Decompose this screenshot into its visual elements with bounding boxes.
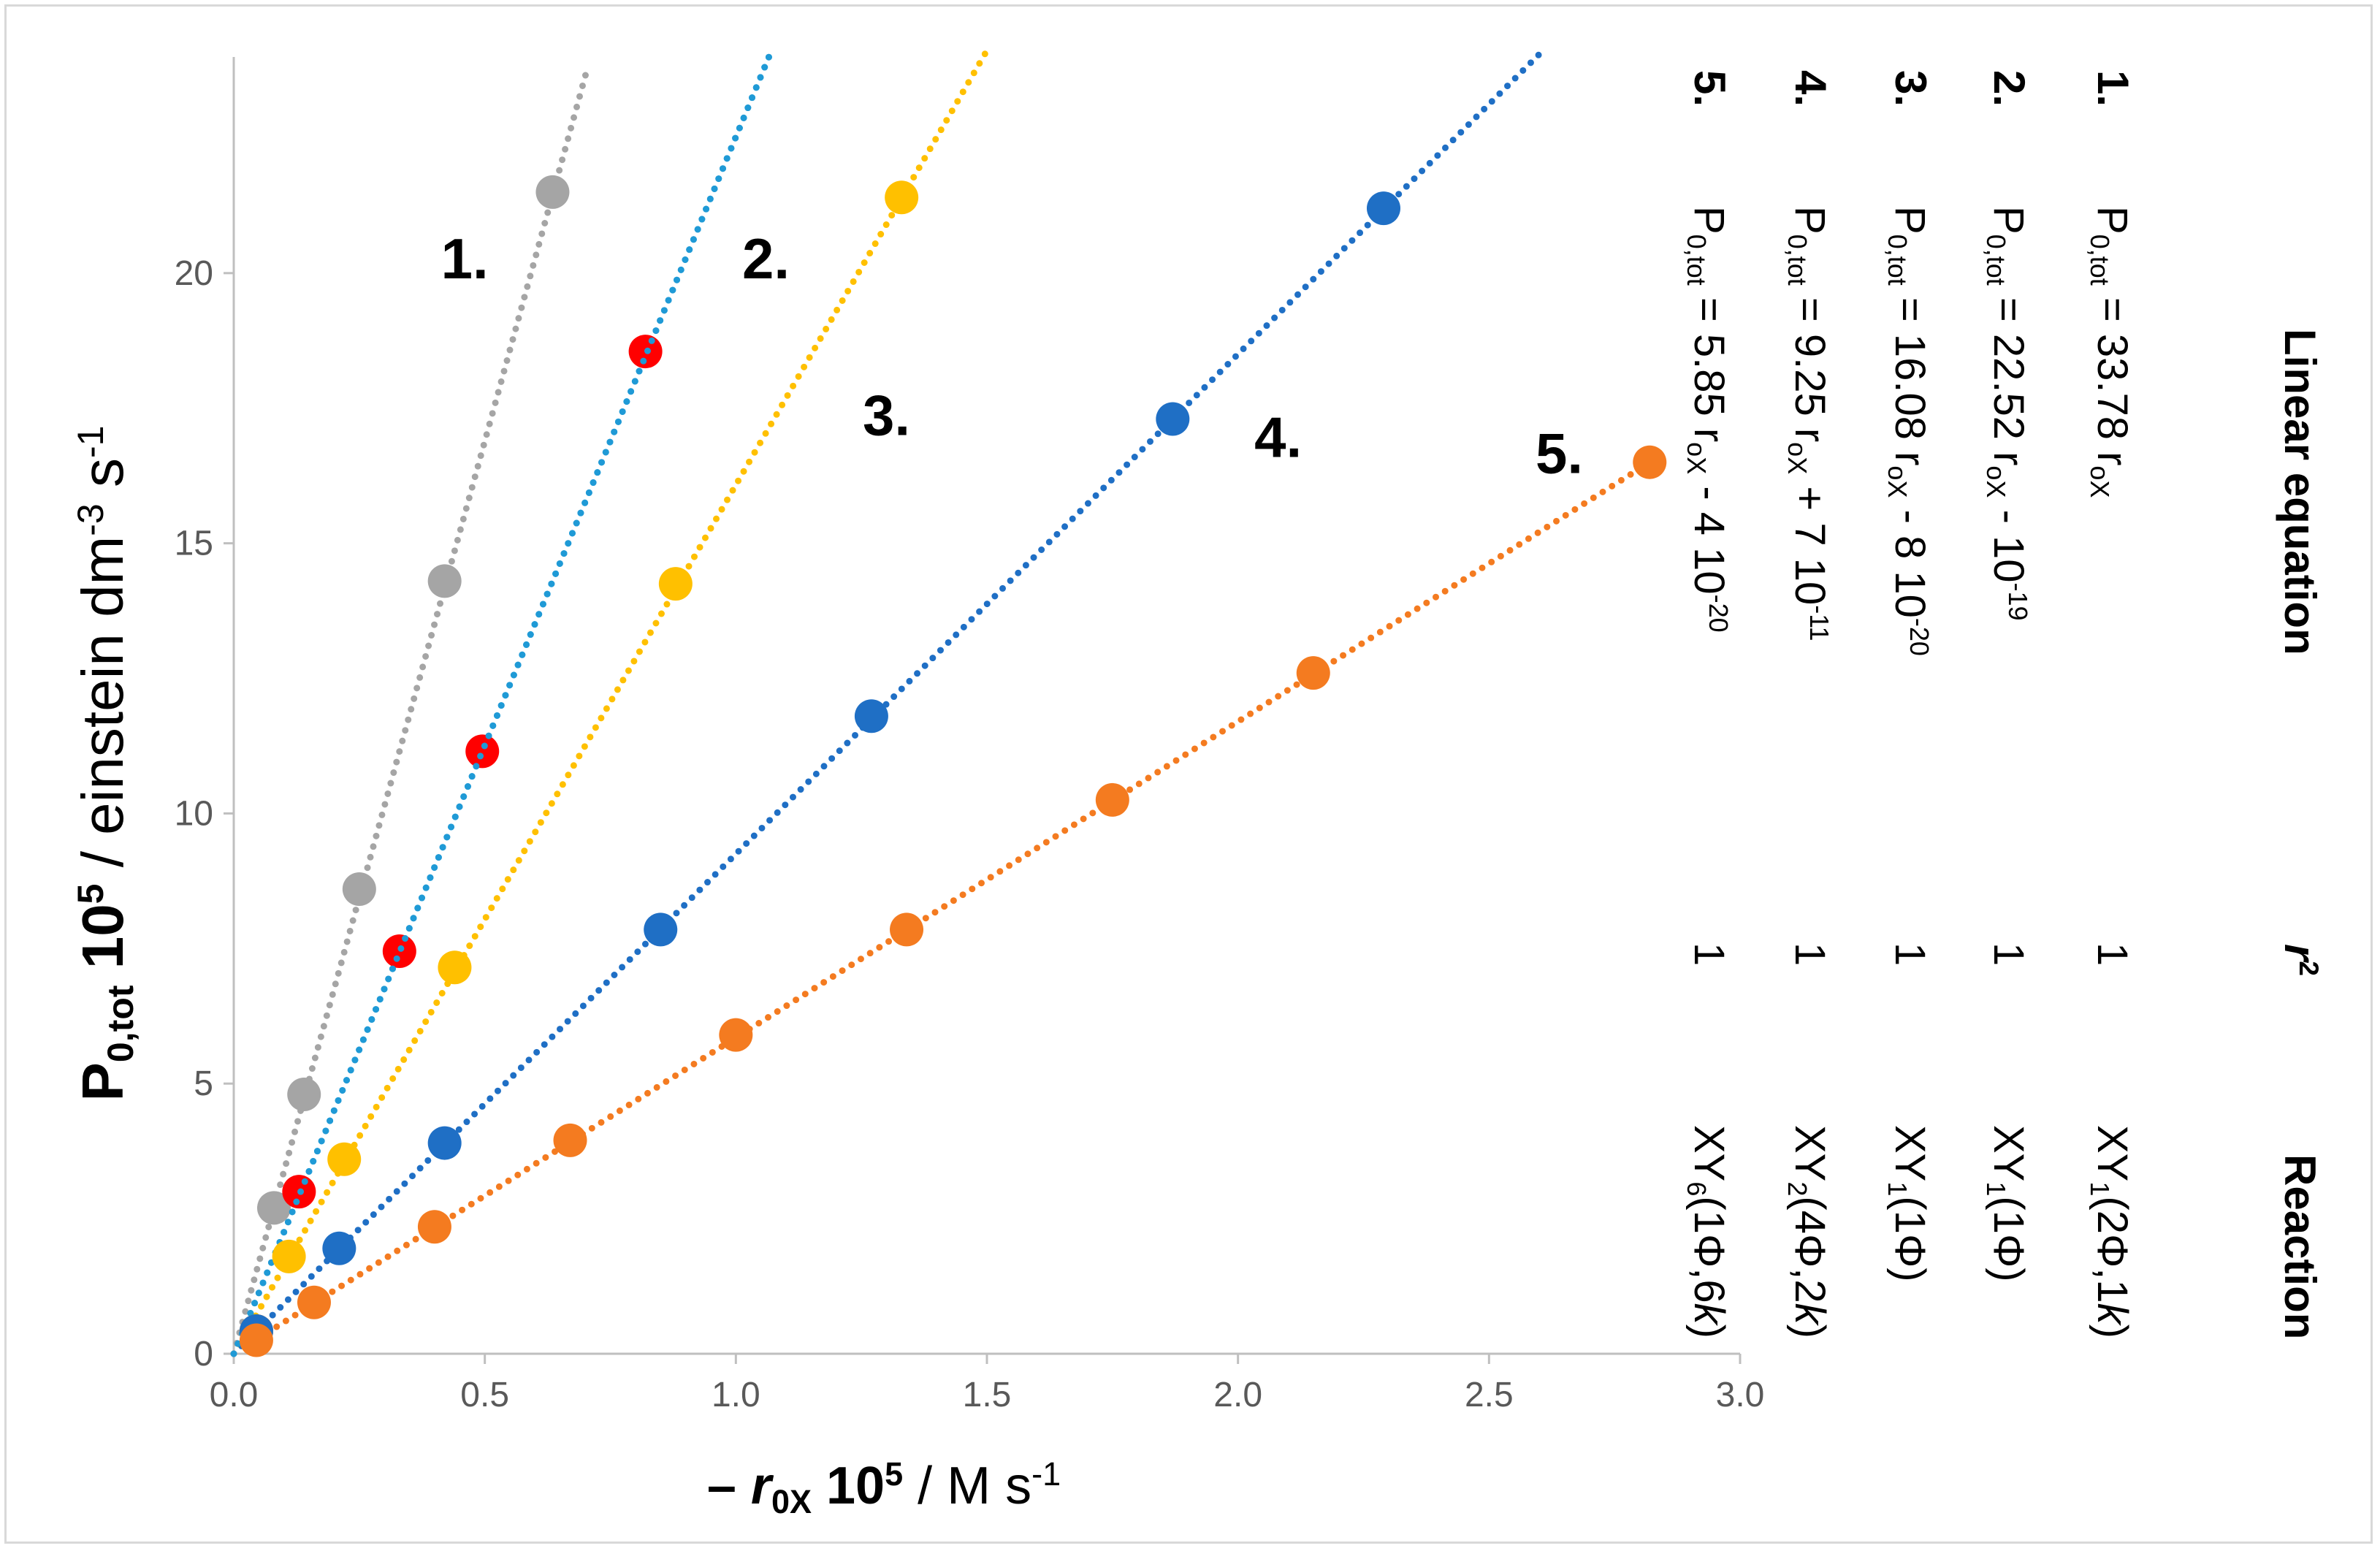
- legend-row-reaction: XY1(2Φ,1k): [2085, 1125, 2136, 1338]
- legend-row-reaction: XY6(1Φ,6k): [1682, 1125, 1733, 1338]
- data-point-series-5: [553, 1123, 587, 1157]
- legend-header-equation: Linear equation: [2276, 329, 2324, 655]
- series-label-3: 3.: [863, 384, 910, 448]
- legend-row-number: 1.: [2089, 70, 2137, 107]
- legend-row-number: 5.: [1685, 70, 1734, 107]
- data-point-series-3: [885, 180, 919, 215]
- legend-row-r2: 1: [1985, 942, 2032, 966]
- legend-row-r2: 1: [1786, 942, 1834, 966]
- data-point-series-2: [465, 734, 500, 769]
- legend-row-reaction: XY1(1Φ): [1883, 1125, 1934, 1282]
- data-point-series-3: [327, 1142, 362, 1176]
- data-point-series-5: [1296, 656, 1330, 690]
- legend-row-number: 3.: [1886, 70, 1935, 107]
- data-point-series-1: [287, 1078, 321, 1111]
- data-point-series-4: [1156, 402, 1190, 436]
- y-tick-label: 10: [175, 794, 213, 833]
- data-point-series-5: [719, 1018, 753, 1052]
- data-point-series-4: [322, 1231, 356, 1265]
- data-point-series-3: [658, 567, 693, 601]
- legend-row-equation: P0,tot = 9.25 roX + 7 10-11: [1782, 206, 1834, 641]
- y-tick-label: 0: [194, 1335, 213, 1373]
- series-label-5: 5.: [1536, 421, 1583, 485]
- data-point-series-5: [1633, 445, 1667, 479]
- y-tick-label: 20: [175, 254, 213, 293]
- trend-line-3: [230, 47, 991, 1357]
- data-point-series-5: [890, 912, 924, 947]
- x-tick-label: 0.5: [460, 1376, 509, 1414]
- data-point-series-5: [1095, 782, 1129, 817]
- series-label-2: 2.: [742, 226, 790, 291]
- x-tick-label: 1.5: [963, 1376, 1012, 1414]
- data-point-series-4: [427, 1126, 462, 1160]
- data-point-series-1: [256, 1191, 291, 1225]
- data-point-series-3: [272, 1239, 306, 1273]
- data-point-series-4: [854, 699, 888, 733]
- series-label-1: 1.: [441, 226, 489, 291]
- y-tick-label: 5: [194, 1064, 213, 1103]
- x-tick-label: 2.0: [1213, 1376, 1262, 1414]
- data-point-series-5: [297, 1285, 331, 1319]
- axes: 0 5 10 15 20 0.0 0.5 1.0 1.5 2.0 2.5 3.0: [175, 57, 1765, 1414]
- legend-table: Linear equation r2 Reaction 1. P0,tot = 33.7…: [1682, 70, 2324, 1339]
- legend-row-equation: P0,tot = 22.52 roX - 10-19: [1981, 206, 2033, 621]
- series-labels: 1. 2. 3. 4. 5.: [441, 226, 1583, 485]
- legend-row-reaction: XY1(1Φ): [1981, 1125, 2032, 1282]
- legend-row-equation: P0,tot = 16.08 roX - 8 10-20: [1883, 206, 1934, 656]
- trend-line-4: [230, 50, 1543, 1357]
- data-point-series-5: [417, 1210, 451, 1244]
- trend-line-overlay-2: [230, 48, 774, 1357]
- chart-frame: [4, 4, 2373, 1544]
- data-point-series-3: [438, 950, 472, 985]
- x-tick-label: 3.0: [1716, 1376, 1765, 1414]
- legend-row-r2: 1: [1886, 942, 1934, 966]
- legend-row-r2: 1: [1685, 942, 1733, 966]
- data-point-series-1: [535, 175, 570, 209]
- data-point-series-4: [1366, 191, 1400, 226]
- x-axis-title-text: – r0X 105 / M s-1: [707, 1455, 1061, 1520]
- x-axis-title: – r0X 105 / M s-1: [707, 1455, 1061, 1520]
- legend-row-number: 4.: [1786, 70, 1835, 107]
- data-points: [230, 48, 1667, 1357]
- legend-header-reaction: Reaction: [2276, 1154, 2324, 1339]
- data-point-series-4: [644, 912, 678, 947]
- y-tick-label: 15: [175, 525, 213, 563]
- y-axis-title: P0,tot 105 / einstein dm-3 s-1: [70, 426, 142, 1102]
- x-tick-label: 0.0: [210, 1376, 259, 1414]
- data-point-series-1: [342, 872, 376, 906]
- legend-row-r2: 1: [2089, 942, 2136, 966]
- data-point-series-5: [239, 1323, 273, 1357]
- x-tick-label: 1.0: [712, 1376, 760, 1414]
- y-axis-title-text: P0,tot 105 / einstein dm-3 s-1: [70, 426, 142, 1102]
- trend-line-5: [245, 456, 1658, 1348]
- x-tick-label: 2.5: [1465, 1376, 1514, 1414]
- legend-row-reaction: XY2(4Φ,2k): [1782, 1125, 1834, 1338]
- legend-row-equation: P0,tot = 5.85 roX - 4 10-20: [1682, 206, 1733, 633]
- legend-row-equation: P0,tot = 33.78 roX: [2085, 206, 2136, 498]
- series-label-4: 4.: [1254, 405, 1302, 469]
- data-point-series-1: [427, 564, 462, 598]
- legend-header-r2: r2: [2276, 944, 2324, 976]
- legend-row-number: 2.: [1985, 70, 2034, 107]
- trend-line-1: [230, 64, 592, 1357]
